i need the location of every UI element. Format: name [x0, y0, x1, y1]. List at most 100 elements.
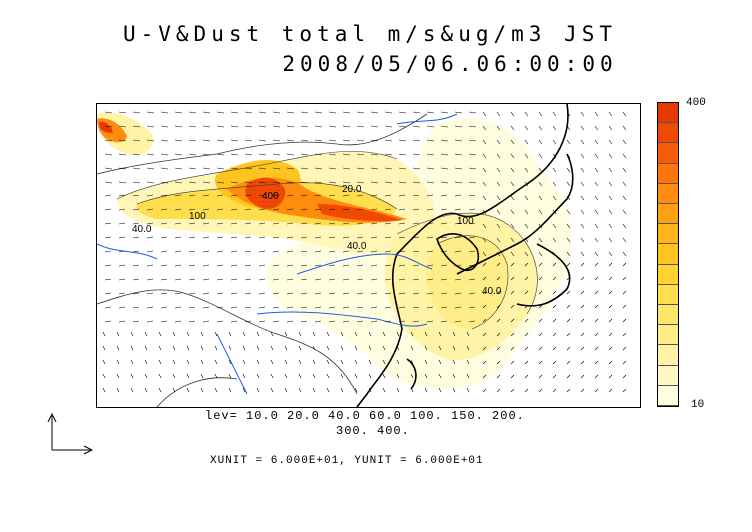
wind-vector [160, 320, 168, 323]
wind-vector [524, 251, 529, 257]
wind-vector [300, 125, 309, 128]
wind-vector [566, 111, 571, 117]
wind-vector [328, 236, 336, 239]
wind-vector [552, 237, 557, 243]
wind-vector [328, 111, 337, 114]
wind-vector [608, 332, 613, 337]
wind-vector [256, 331, 260, 337]
wind-vector [496, 332, 501, 337]
wind-vector [300, 208, 308, 211]
wind-vector [466, 387, 470, 393]
wind-vector [438, 331, 442, 337]
wind-vector [146, 264, 154, 267]
wind-vector [104, 292, 112, 295]
wind-vector [510, 195, 515, 201]
wind-vector [566, 125, 571, 131]
wind-vector [440, 111, 449, 114]
wind-vector [382, 345, 386, 351]
wind-vector [342, 153, 351, 156]
wind-vector [104, 278, 112, 281]
wind-vector [398, 236, 406, 239]
wind-vector [412, 222, 420, 225]
wind-vector [580, 237, 585, 243]
wind-vector [594, 209, 599, 215]
wind-vector [496, 318, 501, 323]
wind-vector [566, 251, 571, 257]
wind-vector [496, 276, 501, 281]
wind-vector [396, 373, 400, 379]
wind-vector [440, 208, 448, 211]
wind-vector [258, 292, 266, 295]
wind-vector [286, 139, 295, 142]
wind-vector [186, 331, 190, 337]
wind-vector [566, 318, 571, 323]
wind-vector [412, 167, 421, 170]
wind-vector [566, 276, 571, 281]
wind-vector [102, 331, 106, 337]
wind-vector [424, 331, 428, 337]
wind-vector [314, 278, 322, 281]
wind-vector [454, 139, 463, 142]
wind-vector [552, 360, 557, 365]
wind-vector [202, 222, 210, 225]
wind-vector [272, 139, 281, 142]
wind-vector [300, 264, 308, 267]
wind-vector [454, 320, 462, 323]
wind-vector [118, 320, 126, 323]
wind-vector [566, 181, 571, 187]
wind-vector [452, 373, 456, 379]
wind-vector [440, 250, 448, 253]
wind-vector [284, 359, 288, 365]
wind-vector [524, 276, 529, 281]
wind-vector [538, 388, 543, 393]
wind-vector [384, 236, 392, 239]
wind-vector [552, 374, 557, 379]
wind-vector [368, 331, 372, 337]
wind-vector [146, 306, 154, 309]
wind-vector [538, 360, 543, 365]
wind-vector [510, 139, 515, 145]
wind-vector [382, 331, 386, 337]
wind-vector [382, 373, 386, 379]
wind-vector [412, 292, 420, 295]
wind-vector [438, 345, 442, 351]
wind-vector [328, 208, 336, 211]
wind-vector [452, 387, 456, 393]
wind-vector [566, 332, 571, 337]
wind-vector [594, 139, 599, 145]
wind-vector [340, 345, 344, 351]
wind-vector [538, 181, 543, 187]
wind-vector [510, 374, 515, 379]
wind-vector [160, 222, 168, 225]
wind-vector [272, 236, 280, 239]
wind-vector [272, 320, 280, 323]
wind-vector [174, 194, 182, 197]
wind-vector [608, 237, 613, 243]
wind-vector [440, 139, 449, 142]
wind-vector [370, 125, 379, 128]
wind-vector [496, 139, 501, 145]
wind-vector [482, 388, 487, 393]
wind-vector [174, 222, 182, 225]
wind-vector [396, 345, 400, 351]
colorbar-swatch [658, 123, 678, 144]
wind-vector [272, 167, 281, 170]
wind-vector [438, 359, 442, 365]
wind-vector [270, 331, 274, 337]
wind-vector [594, 304, 599, 309]
wind-vector [468, 250, 476, 253]
wind-vector [622, 388, 627, 393]
wind-vector [328, 139, 337, 142]
wind-vector [468, 111, 477, 114]
wind-vector [622, 223, 627, 229]
wind-vector [496, 223, 501, 229]
wind-vector [608, 276, 613, 281]
wind-vector [382, 359, 386, 365]
wind-vector [202, 292, 210, 295]
wind-vector [412, 278, 420, 281]
wind-vector [118, 222, 126, 225]
wind-vector [354, 373, 358, 379]
vector-unit-legend: XUNIT = 6.000E+01, YUNIT = 6.000E+01 [210, 455, 484, 467]
wind-vector [160, 306, 168, 309]
wind-vector [608, 318, 613, 323]
